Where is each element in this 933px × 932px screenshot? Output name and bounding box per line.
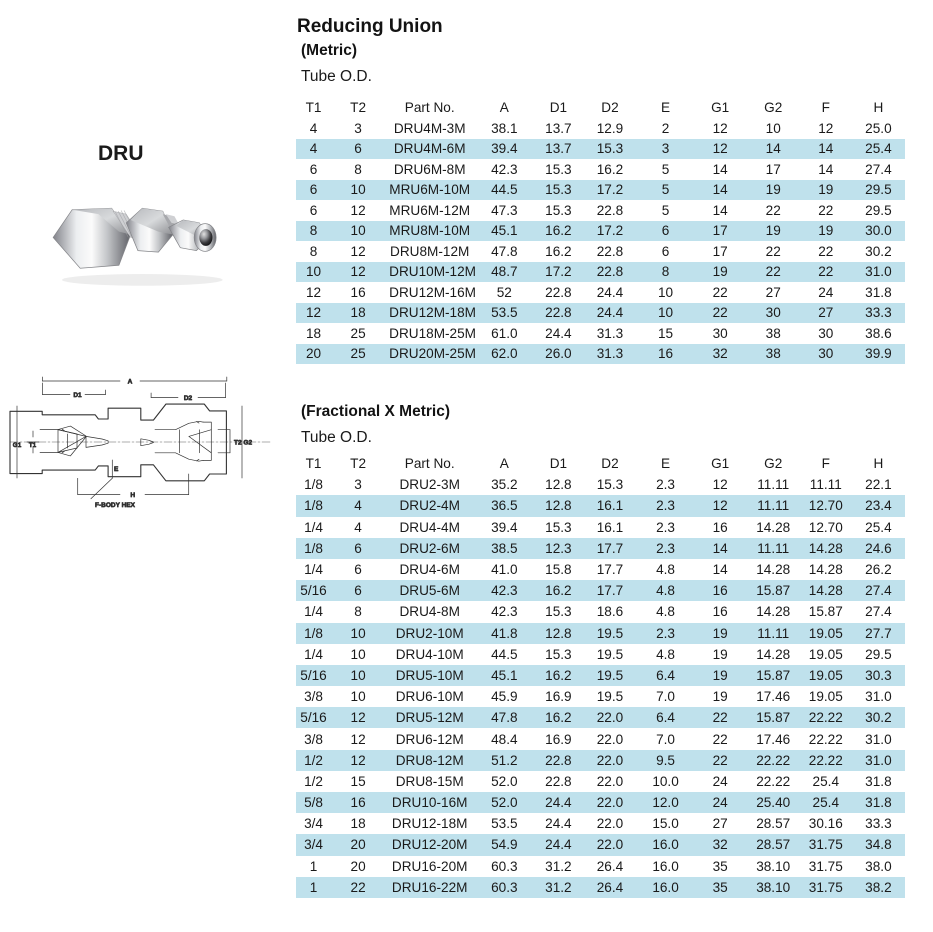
svg-text:D1: D1 xyxy=(73,392,82,399)
svg-text:T1: T1 xyxy=(29,442,37,449)
svg-text:G1: G1 xyxy=(13,442,22,449)
svg-text:H: H xyxy=(130,492,135,499)
svg-text:D2: D2 xyxy=(184,395,193,402)
svg-text:E: E xyxy=(114,466,119,473)
svg-text:F-BODY HEX: F-BODY HEX xyxy=(95,502,136,509)
svg-text:A: A xyxy=(128,379,133,386)
svg-text:T2 G2: T2 G2 xyxy=(234,439,252,446)
